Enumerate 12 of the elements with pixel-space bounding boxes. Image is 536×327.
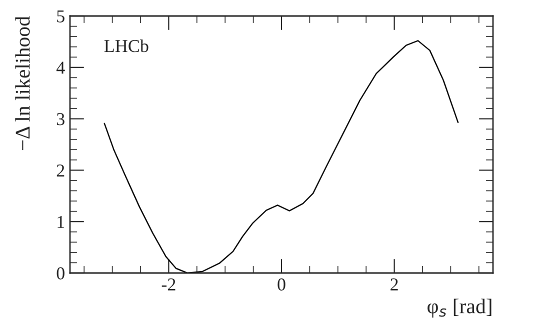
y-axis-title: −Δ ln likelihood bbox=[15, 16, 30, 150]
y-tick-label: 2 bbox=[56, 164, 64, 176]
y-tick-label: 3 bbox=[56, 113, 64, 126]
x-tick-label: 2 bbox=[390, 278, 398, 290]
annotation: LHCb bbox=[104, 39, 148, 52]
x-tick-label: -2 bbox=[162, 278, 176, 290]
y-tick-label: 0 bbox=[56, 267, 64, 280]
y-tick-label: 5 bbox=[57, 10, 64, 22]
y-tick-label: 4 bbox=[56, 62, 65, 74]
x-tick-label: 0 bbox=[278, 278, 286, 291]
x-axis-title: φ$_{s}$ [rad] bbox=[428, 298, 492, 318]
y-tick-label: 1 bbox=[58, 216, 64, 228]
